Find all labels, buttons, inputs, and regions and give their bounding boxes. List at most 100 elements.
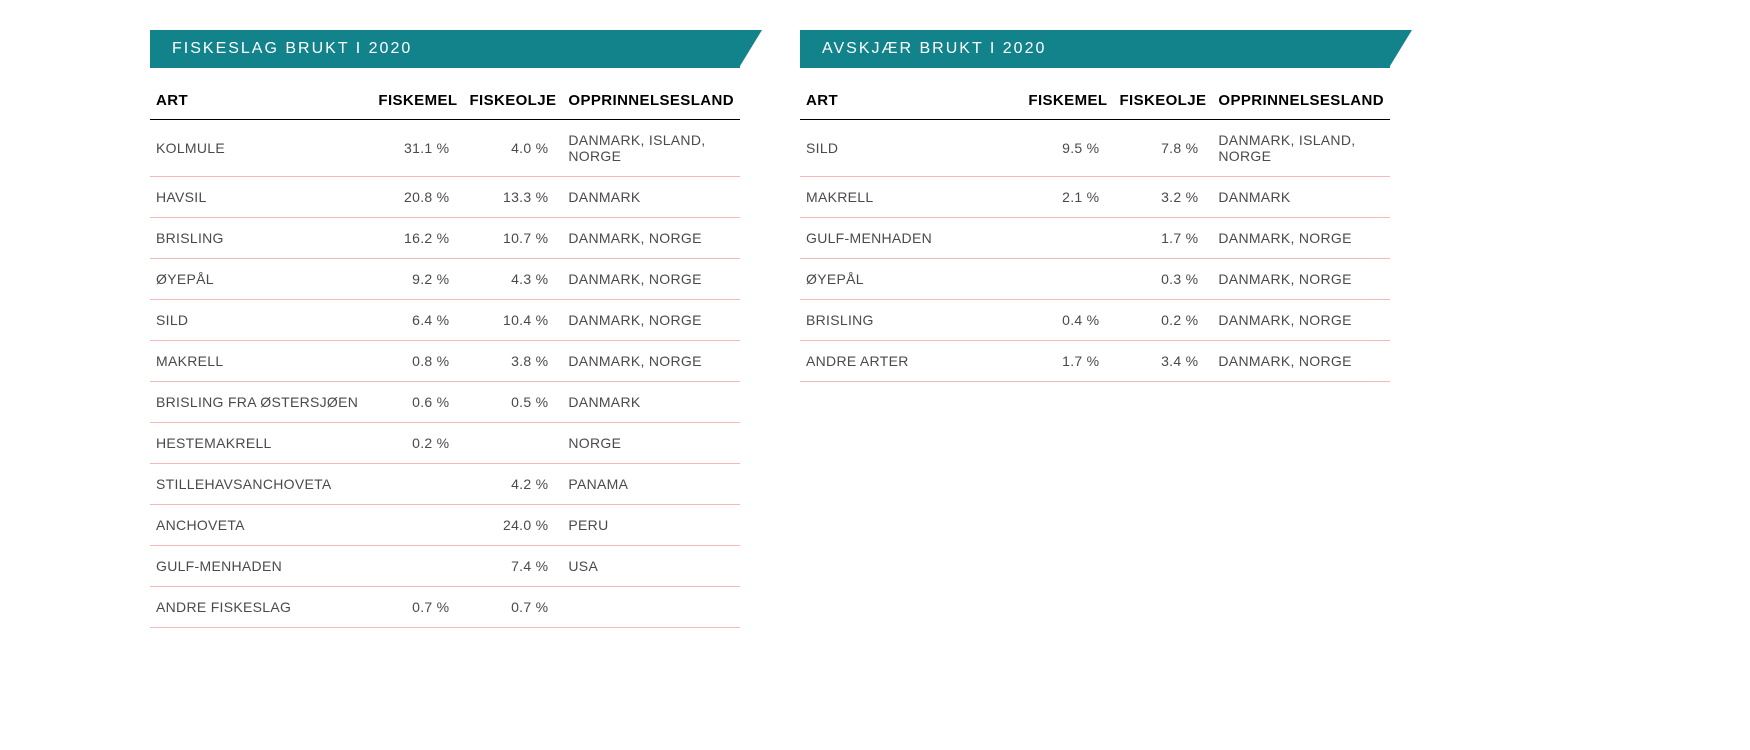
cell-fiskemel: 31.1 %	[370, 120, 463, 177]
page-container: FISKESLAG BRUKT I 2020 ART FISKEMEL FISK…	[0, 30, 1750, 628]
table-row: STILLEHAVSANCHOVETA 4.2 %PANAMA	[150, 464, 740, 505]
cell-fiskeolje: 0.5 %	[463, 382, 562, 423]
cell-fiskemel: 9.2 %	[370, 259, 463, 300]
cell-fiskemel: 9.5 %	[1019, 120, 1113, 177]
table-row: SILD6.4 %10.4 %DANMARK, NORGE	[150, 300, 740, 341]
col-header-fiskeolje: FISKEOLJE	[463, 82, 562, 120]
cell-land: DANMARK, NORGE	[562, 259, 740, 300]
cell-land: DANMARK, NORGE	[1212, 341, 1390, 382]
cell-art: BRISLING	[150, 218, 370, 259]
cell-fiskemel: 0.7 %	[370, 587, 463, 628]
cell-art: BRISLING FRA ØSTERSJØEN	[150, 382, 370, 423]
cell-land: PANAMA	[562, 464, 740, 505]
table-row: KOLMULE31.1 %4.0 %DANMARK, ISLAND, NORGE	[150, 120, 740, 177]
table-row: SILD9.5 %7.8 %DANMARK, ISLAND, NORGE	[800, 120, 1390, 177]
table-row: ANCHOVETA 24.0 %PERU	[150, 505, 740, 546]
cell-land: DANMARK	[1212, 177, 1390, 218]
cell-art: HAVSIL	[150, 177, 370, 218]
table-row: MAKRELL2.1 %3.2 %DANMARK	[800, 177, 1390, 218]
cell-art: ANDRE FISKESLAG	[150, 587, 370, 628]
col-header-fiskeolje: FISKEOLJE	[1113, 82, 1212, 120]
cell-land: DANMARK	[562, 382, 740, 423]
cell-art: GULF-MENHADEN	[800, 218, 1019, 259]
cell-land: NORGE	[562, 423, 740, 464]
cell-art: KOLMULE	[150, 120, 370, 177]
right-table-title: AVSKJÆR BRUKT I 2020	[822, 40, 1046, 57]
table-row: HAVSIL20.8 %13.3 %DANMARK	[150, 177, 740, 218]
cell-fiskemel	[370, 546, 463, 587]
left-table-card: FISKESLAG BRUKT I 2020 ART FISKEMEL FISK…	[150, 30, 740, 628]
cell-fiskeolje: 10.4 %	[463, 300, 562, 341]
col-header-art: ART	[800, 82, 1019, 120]
col-header-land: OPPRINNELSESLAND	[562, 82, 740, 120]
cell-fiskeolje: 3.4 %	[1113, 341, 1212, 382]
table-row: MAKRELL0.8 %3.8 %DANMARK, NORGE	[150, 341, 740, 382]
cell-fiskeolje: 3.8 %	[463, 341, 562, 382]
table-row: BRISLING16.2 %10.7 %DANMARK, NORGE	[150, 218, 740, 259]
table-row: GULF-MENHADEN 1.7 %DANMARK, NORGE	[800, 218, 1390, 259]
cell-fiskeolje: 4.3 %	[463, 259, 562, 300]
table-row: ØYEPÅL9.2 %4.3 %DANMARK, NORGE	[150, 259, 740, 300]
table-row: BRISLING0.4 %0.2 %DANMARK, NORGE	[800, 300, 1390, 341]
cell-fiskemel: 0.6 %	[370, 382, 463, 423]
cell-art: GULF-MENHADEN	[150, 546, 370, 587]
right-table-body: SILD9.5 %7.8 %DANMARK, ISLAND, NORGEMAKR…	[800, 120, 1390, 382]
cell-art: SILD	[800, 120, 1019, 177]
cell-fiskeolje: 10.7 %	[463, 218, 562, 259]
cell-fiskemel: 6.4 %	[370, 300, 463, 341]
cell-art: MAKRELL	[150, 341, 370, 382]
cell-fiskeolje: 7.4 %	[463, 546, 562, 587]
cell-art: HESTEMAKRELL	[150, 423, 370, 464]
cell-art: BRISLING	[800, 300, 1019, 341]
cell-fiskemel	[1019, 218, 1113, 259]
col-header-fiskemel: FISKEMEL	[1019, 82, 1113, 120]
col-header-fiskemel: FISKEMEL	[370, 82, 463, 120]
cell-land: DANMARK, NORGE	[562, 300, 740, 341]
cell-art: ANCHOVETA	[150, 505, 370, 546]
cell-art: SILD	[150, 300, 370, 341]
right-table-title-bar: AVSKJÆR BRUKT I 2020	[800, 30, 1390, 68]
left-table-title-bar: FISKESLAG BRUKT I 2020	[150, 30, 740, 68]
cell-fiskeolje: 0.3 %	[1113, 259, 1212, 300]
right-table-head: ART FISKEMEL FISKEOLJE OPPRINNELSESLAND	[800, 82, 1390, 120]
cell-art: ØYEPÅL	[800, 259, 1019, 300]
cell-land: DANMARK, NORGE	[562, 218, 740, 259]
left-table-title: FISKESLAG BRUKT I 2020	[172, 40, 412, 57]
cell-fiskeolje	[463, 423, 562, 464]
cell-land: DANMARK, NORGE	[562, 341, 740, 382]
cell-fiskemel: 1.7 %	[1019, 341, 1113, 382]
cell-art: STILLEHAVSANCHOVETA	[150, 464, 370, 505]
cell-art: MAKRELL	[800, 177, 1019, 218]
cell-fiskeolje: 1.7 %	[1113, 218, 1212, 259]
right-table: ART FISKEMEL FISKEOLJE OPPRINNELSESLAND …	[800, 82, 1390, 382]
cell-land: DANMARK	[562, 177, 740, 218]
cell-fiskemel: 20.8 %	[370, 177, 463, 218]
cell-fiskeolje: 0.7 %	[463, 587, 562, 628]
table-row: GULF-MENHADEN7.4 %USA	[150, 546, 740, 587]
table-row: HESTEMAKRELL0.2 %NORGE	[150, 423, 740, 464]
table-row: ANDRE ARTER1.7 %3.4 %DANMARK, NORGE	[800, 341, 1390, 382]
cell-land: DANMARK, NORGE	[1212, 300, 1390, 341]
cell-fiskeolje: 7.8 %	[1113, 120, 1212, 177]
cell-land: PERU	[562, 505, 740, 546]
cell-fiskemel: 2.1 %	[1019, 177, 1113, 218]
cell-fiskeolje: 13.3 %	[463, 177, 562, 218]
table-row: BRISLING FRA ØSTERSJØEN0.6 %0.5 %DANMARK	[150, 382, 740, 423]
cell-fiskeolje: 4.0 %	[463, 120, 562, 177]
cell-land: DANMARK, NORGE	[1212, 259, 1390, 300]
cell-land: DANMARK, NORGE	[1212, 218, 1390, 259]
cell-fiskemel	[370, 505, 463, 546]
cell-fiskemel	[1019, 259, 1113, 300]
cell-fiskeolje: 0.2 %	[1113, 300, 1212, 341]
cell-fiskeolje: 24.0 %	[463, 505, 562, 546]
table-header-row: ART FISKEMEL FISKEOLJE OPPRINNELSESLAND	[800, 82, 1390, 120]
left-table-body: KOLMULE31.1 %4.0 %DANMARK, ISLAND, NORGE…	[150, 120, 740, 628]
cell-land: DANMARK, ISLAND, NORGE	[562, 120, 740, 177]
right-table-card: AVSKJÆR BRUKT I 2020 ART FISKEMEL FISKEO…	[800, 30, 1390, 628]
cell-fiskeolje: 3.2 %	[1113, 177, 1212, 218]
table-header-row: ART FISKEMEL FISKEOLJE OPPRINNELSESLAND	[150, 82, 740, 120]
table-row: ØYEPÅL 0.3 %DANMARK, NORGE	[800, 259, 1390, 300]
cell-fiskeolje: 4.2 %	[463, 464, 562, 505]
cell-art: ØYEPÅL	[150, 259, 370, 300]
cell-fiskemel: 16.2 %	[370, 218, 463, 259]
